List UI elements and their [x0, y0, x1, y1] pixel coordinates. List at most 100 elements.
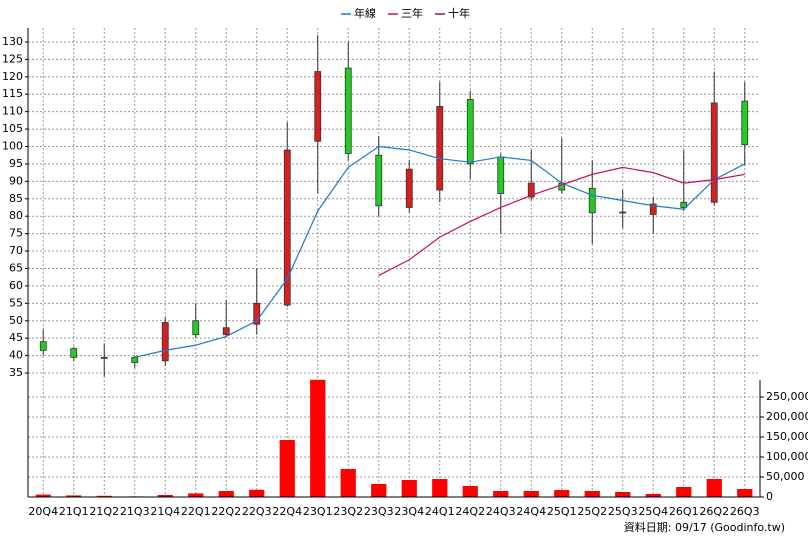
- line-series: [378, 166, 745, 276]
- x-tick-label: 21Q1: [59, 505, 89, 518]
- x-tick-label: 26Q2: [699, 505, 729, 518]
- volume-bar: [432, 479, 448, 497]
- legend-label: 十年: [448, 6, 470, 20]
- y-tick-label: 120: [2, 70, 23, 83]
- candle-body: [619, 211, 627, 214]
- x-tick-label: 23Q3: [364, 505, 394, 518]
- x-tick-label: 25Q4: [638, 505, 668, 518]
- candle-body: [100, 356, 108, 359]
- volume-bar: [249, 489, 265, 497]
- footer: 資料日期: 09/17 (Goodinfo.tw): [624, 520, 785, 534]
- candle-body: [405, 168, 413, 208]
- x-tick-label: 21Q2: [89, 505, 119, 518]
- candle-body: [527, 182, 535, 198]
- y2-tick-label: 0: [766, 490, 773, 503]
- volume-bar: [35, 494, 51, 497]
- volume-bar: [66, 495, 82, 497]
- y-tick-label: 35: [9, 366, 23, 379]
- y-tick-label: 130: [2, 35, 23, 48]
- candle-body: [588, 187, 596, 214]
- y-tick-label: 115: [2, 87, 23, 100]
- volume-bar: [523, 491, 539, 497]
- y-tick-label: 90: [9, 174, 23, 187]
- candle-body: [436, 106, 444, 191]
- candle-body: [314, 71, 322, 142]
- candle-body: [741, 100, 749, 146]
- y-tick-label: 50: [9, 314, 23, 327]
- volume-bar: [615, 492, 631, 497]
- legend-label: 三年: [401, 6, 423, 20]
- candle-body: [161, 322, 169, 362]
- x-tick-label: 21Q4: [150, 505, 180, 518]
- volume-bar: [310, 379, 326, 497]
- candle-body: [344, 67, 352, 154]
- candle-body: [497, 156, 505, 194]
- volume-bar: [737, 489, 753, 497]
- x-tick-label: 24Q3: [486, 505, 516, 518]
- candle-body: [710, 102, 718, 203]
- y2-tick-label: 200,000: [766, 410, 808, 423]
- x-tick-label: 22Q2: [211, 505, 241, 518]
- candle-body: [466, 99, 474, 165]
- y-tick-label: 100: [2, 139, 23, 152]
- x-tick-label: 22Q3: [242, 505, 272, 518]
- y-tick-label: 70: [9, 244, 23, 257]
- y2-tick-label: 250,000: [766, 390, 808, 403]
- candle-body: [649, 203, 657, 215]
- x-tick-label: 23Q2: [333, 505, 363, 518]
- y-tick-label: 105: [2, 122, 23, 135]
- candle-body: [131, 356, 139, 363]
- x-tick-label: 22Q1: [181, 505, 211, 518]
- x-tick-label: 25Q1: [547, 505, 577, 518]
- volume-bar: [584, 491, 600, 497]
- line-series: [134, 145, 746, 358]
- x-tick-label: 22Q4: [272, 505, 302, 518]
- volume-bar: [371, 484, 387, 497]
- y-tick-label: 65: [9, 261, 23, 274]
- volume-bar: [554, 490, 570, 497]
- y-tick-label: 40: [9, 349, 23, 362]
- candle-body: [253, 302, 261, 325]
- y-tick-label: 85: [9, 192, 23, 205]
- x-tick-label: 20Q4: [28, 505, 58, 518]
- volume-bar: [462, 486, 478, 497]
- x-tick-label: 25Q3: [608, 505, 638, 518]
- candle-body: [39, 341, 47, 351]
- volume-bar: [96, 495, 112, 497]
- volume-bar: [401, 480, 417, 497]
- volume-bar: [706, 479, 722, 497]
- volume-bar: [157, 495, 173, 497]
- x-tick-label: 24Q1: [425, 505, 455, 518]
- y-tick-label: 80: [9, 209, 23, 222]
- x-tick-label: 21Q3: [120, 505, 150, 518]
- volume-bar: [676, 487, 692, 497]
- x-tick-label: 24Q4: [516, 505, 546, 518]
- candle-body: [192, 320, 200, 336]
- y-tick-label: 75: [9, 227, 23, 240]
- y2-tick-label: 50,000: [766, 470, 805, 483]
- candle-body: [70, 348, 78, 358]
- x-tick-label: 25Q2: [577, 505, 607, 518]
- y-tick-label: 110: [2, 105, 23, 118]
- candle-body: [222, 327, 230, 336]
- volume-bar: [340, 469, 356, 497]
- y-tick-label: 55: [9, 296, 23, 309]
- y2-tick-label: 150,000: [766, 430, 808, 443]
- x-tick-label: 26Q3: [730, 505, 760, 518]
- volume-bar: [279, 440, 295, 497]
- legend-label: 年線: [354, 6, 376, 20]
- volume-bar: [188, 493, 204, 497]
- candle-body: [375, 154, 383, 207]
- volume-bar: [493, 491, 509, 497]
- x-tick-label: 26Q1: [669, 505, 699, 518]
- volume-bar: [218, 491, 234, 497]
- candle-body: [680, 201, 688, 208]
- candle-body: [283, 149, 291, 306]
- x-tick-label: 23Q4: [394, 505, 424, 518]
- y-tick-label: 60: [9, 279, 23, 292]
- x-tick-label: 23Q1: [303, 505, 333, 518]
- x-tick-label: 24Q2: [455, 505, 485, 518]
- y-tick-label: 45: [9, 331, 23, 344]
- volume-bar: [645, 494, 661, 497]
